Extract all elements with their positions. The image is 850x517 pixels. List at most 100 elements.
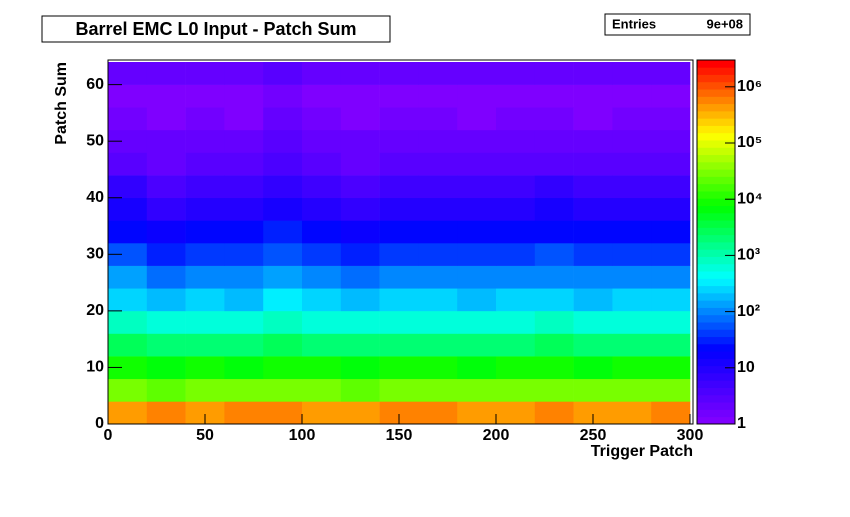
heatmap-cell: [224, 152, 264, 176]
heatmap-cell: [379, 129, 419, 153]
color-bar-step: [697, 220, 735, 228]
color-bar-step: [697, 161, 735, 170]
heatmap-cell: [457, 152, 497, 176]
heatmap-cell: [418, 84, 458, 108]
color-bar-step: [697, 154, 735, 163]
heatmap-cell: [534, 175, 574, 199]
color-bar-step: [697, 198, 735, 206]
heatmap-cell: [302, 220, 342, 244]
color-bar-step: [697, 351, 735, 359]
heatmap-cell: [224, 265, 264, 289]
heatmap-cell: [534, 62, 574, 85]
heatmap-cell: [263, 84, 303, 108]
heatmap-cell: [651, 288, 691, 312]
heatmap-cell: [224, 310, 264, 334]
heatmap-cell: [302, 288, 342, 312]
heatmap-cell: [379, 310, 419, 334]
heatmap-cell: [534, 197, 574, 221]
heatmap-cell: [534, 220, 574, 244]
heatmap-cell: [302, 401, 342, 425]
heatmap-cell: [418, 107, 458, 131]
heatmap-cell: [224, 62, 264, 85]
color-bar-step: [697, 365, 735, 374]
x-tick-label: 300: [677, 427, 704, 444]
heatmap-cell: [651, 356, 691, 380]
heatmap-cell: [457, 356, 497, 380]
color-bar-step: [697, 191, 735, 199]
stats-box: [604, 13, 751, 36]
heatmap-cell: [379, 220, 419, 244]
heatmap-cell: [612, 197, 652, 221]
heatmap-cell: [185, 356, 225, 380]
heatmap-cell: [457, 401, 497, 425]
heatmap-cell: [651, 152, 691, 176]
heatmap-cell: [224, 107, 264, 131]
heatmap-cell: [302, 175, 342, 199]
heatmap-cell: [612, 333, 652, 357]
z-tick-label: 10²: [737, 303, 760, 320]
color-bar-step: [697, 176, 735, 185]
heatmap-cell: [612, 356, 652, 380]
heatmap-cell: [146, 197, 186, 221]
heatmap-cell: [185, 220, 225, 244]
heatmap-cell: [146, 107, 186, 131]
heatmap-cell: [534, 333, 574, 357]
heatmap-cell: [418, 175, 458, 199]
color-bar-step: [697, 416, 735, 425]
heatmap-cell: [340, 175, 380, 199]
title-box: [41, 15, 391, 43]
color-bar-step: [697, 307, 735, 316]
heatmap-cell: [340, 62, 380, 85]
x-tick-label: 100: [289, 427, 316, 444]
y-tick-label: 10: [86, 359, 104, 376]
heatmap-cell: [573, 129, 613, 153]
color-bar-step: [697, 394, 735, 403]
heatmap-cell: [496, 356, 536, 380]
heatmap-cell: [457, 288, 497, 312]
color-bar-step: [697, 380, 735, 388]
heatmap-cell: [302, 62, 342, 85]
color-bar-step: [697, 118, 735, 126]
heatmap-cell: [340, 288, 380, 312]
heatmap-cell: [496, 265, 536, 289]
heatmap-cell: [496, 333, 536, 357]
heatmap-cell: [612, 62, 652, 85]
y-tick-label: 30: [86, 246, 104, 263]
color-bar-step: [697, 373, 735, 381]
heatmap-cell: [224, 243, 264, 266]
heatmap-cell: [146, 175, 186, 199]
heatmap-cell: [573, 333, 613, 357]
heatmap-cell: [302, 333, 342, 357]
heatmap-cell: [146, 220, 186, 244]
heatmap-cell: [108, 401, 148, 425]
heatmap-cell: [263, 107, 303, 131]
heatmap-cell: [573, 378, 613, 402]
heatmap-cell: [534, 378, 574, 402]
heatmap-cell: [185, 310, 225, 334]
heatmap-cell: [340, 265, 380, 289]
heatmap-cell: [457, 378, 497, 402]
heatmap-cell: [263, 310, 303, 334]
color-bar-step: [697, 183, 735, 192]
heatmap-cell: [263, 220, 303, 244]
heatmap-cell: [651, 243, 691, 266]
heatmap-cell: [108, 197, 148, 221]
heatmap-cell: [379, 84, 419, 108]
heatmap-cell: [573, 152, 613, 176]
heatmap-cell: [573, 62, 613, 85]
heatmap-cell: [146, 356, 186, 380]
heatmap-cell: [534, 107, 574, 131]
heatmap-cell: [418, 129, 458, 153]
color-bar-step: [697, 329, 735, 338]
heatmap-cell: [108, 152, 148, 176]
heatmap-cell: [651, 265, 691, 289]
heatmap-cell: [573, 265, 613, 289]
heatmap-cell: [418, 243, 458, 266]
heatmap-cell: [340, 356, 380, 380]
color-bar-step: [697, 285, 735, 294]
heatmap-cell: [185, 288, 225, 312]
heatmap-cell: [612, 220, 652, 244]
heatmap-cell: [379, 152, 419, 176]
heatmap-cell: [496, 378, 536, 402]
heatmap-cell: [379, 197, 419, 221]
